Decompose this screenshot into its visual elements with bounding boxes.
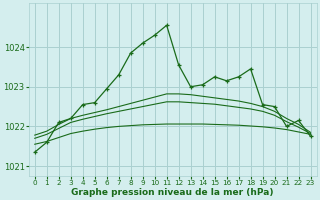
X-axis label: Graphe pression niveau de la mer (hPa): Graphe pression niveau de la mer (hPa) (71, 188, 274, 197)
